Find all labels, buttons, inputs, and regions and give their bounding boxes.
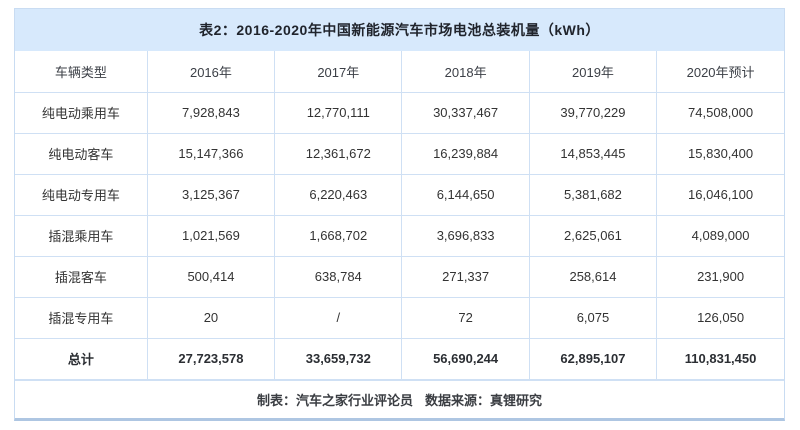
cell-value: 74,508,000 <box>656 91 784 134</box>
cell-value: 14,853,445 <box>528 132 658 175</box>
cell-value: 39,770,229 <box>528 91 658 134</box>
cell-value: 12,770,111 <box>274 91 403 134</box>
cell-value: 3,125,367 <box>146 173 276 216</box>
row-label: 纯电动客车 <box>15 132 148 175</box>
table-row: 纯电动乘用车 7,928,843 12,770,111 30,337,467 39,77… <box>15 91 784 134</box>
table-row: 纯电动客车 15,147,366 12,361,672 16,239,884 14,85… <box>15 132 784 175</box>
column-header-year: 2020年预计 <box>656 51 784 93</box>
cell-value: 1,668,702 <box>274 214 403 257</box>
cell-value: 12,361,672 <box>274 132 403 175</box>
cell-value: 638,784 <box>274 255 403 298</box>
total-value: 56,690,244 <box>401 337 530 380</box>
footer-source: 数据来源：真锂研究 <box>425 392 543 408</box>
cell-value: 4,089,000 <box>656 214 784 257</box>
column-header-vehicle-type: 车辆类型 <box>15 51 148 93</box>
cell-value: 20 <box>146 296 276 339</box>
total-value: 27,723,578 <box>146 337 276 380</box>
row-label: 插混乘用车 <box>15 214 148 257</box>
cell-value: 500,414 <box>146 255 276 298</box>
cell-value: 15,830,400 <box>656 132 784 175</box>
table-total-row: 总计 27,723,578 33,659,732 56,690,244 62,895,1… <box>15 337 784 380</box>
table-header-row: 车辆类型 2016年 2017年 2018年 2019年 2020年预计 <box>15 51 784 93</box>
total-value: 62,895,107 <box>528 337 658 380</box>
cell-value: 1,021,569 <box>146 214 276 257</box>
table-row: 插混乘用车 1,021,569 1,668,702 3,696,833 2,625,06… <box>15 214 784 257</box>
column-header-year: 2018年 <box>401 51 530 93</box>
table-footer: 制表：汽车之家行业评论员 数据来源：真锂研究 <box>15 379 784 418</box>
table-row: 插混专用车 20/72 6,075 126,050 <box>15 296 784 339</box>
cell-value: 6,144,650 <box>401 173 530 216</box>
cell-value: 16,046,100 <box>656 173 784 216</box>
footer-maker: 制表：汽车之家行业评论员 <box>256 392 413 408</box>
cell-value: 6,220,463 <box>274 173 403 216</box>
cell-value: 72 <box>401 296 530 339</box>
cell-value: 3,696,833 <box>401 214 530 257</box>
cell-value: 6,075 <box>528 296 658 339</box>
row-label: 插混客车 <box>15 255 148 298</box>
cell-value: 2,625,061 <box>528 214 658 257</box>
row-label: 插混专用车 <box>15 296 148 339</box>
column-header-year: 2017年 <box>274 51 403 93</box>
table-row: 插混客车 500,414 638,784 271,337 258,614 231,900 <box>15 255 784 298</box>
total-value: 110,831,450 <box>656 337 784 380</box>
cell-value: 5,381,682 <box>528 173 658 216</box>
cell-value: 258,614 <box>528 255 658 298</box>
cell-value: 16,239,884 <box>401 132 530 175</box>
table-title: 表2：2016-2020年中国新能源汽车市场电池总装机量（kWh） <box>15 9 784 51</box>
total-value: 33,659,732 <box>274 337 403 380</box>
cell-value: 30,337,467 <box>401 91 530 134</box>
total-label: 总计 <box>15 337 148 380</box>
row-label: 纯电动专用车 <box>15 173 148 216</box>
table-row: 纯电动专用车 3,125,367 6,220,463 6,144,650 5,381,6… <box>15 173 784 216</box>
cell-value: 126,050 <box>656 296 784 339</box>
data-table: 车辆类型 2016年 2017年 2018年 2019年 2020年预计 纯电动乘用车 7,9… <box>15 51 784 380</box>
row-label: 纯电动乘用车 <box>15 91 148 134</box>
cell-value: 7,928,843 <box>146 91 276 134</box>
column-header-year: 2016年 <box>146 51 276 93</box>
battery-installation-table: 表2：2016-2020年中国新能源汽车市场电池总装机量（kWh） 车辆类型 20… <box>14 8 785 421</box>
cell-value: 15,147,366 <box>146 132 276 175</box>
cell-value: 271,337 <box>401 255 530 298</box>
column-header-year: 2019年 <box>528 51 658 93</box>
cell-value: 231,900 <box>656 255 784 298</box>
cell-value: / <box>274 296 403 339</box>
